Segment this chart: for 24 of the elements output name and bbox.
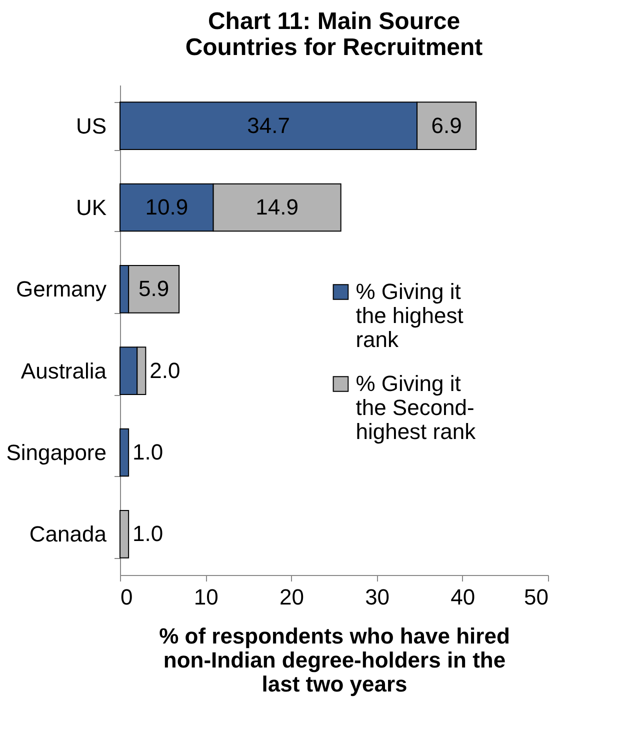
data-label: 1.0: [132, 440, 164, 464]
data-label: 1.0: [132, 521, 164, 546]
x-tick-label: 40: [450, 584, 476, 610]
data-label: 6.9: [431, 112, 462, 138]
data-label: 2.0: [150, 358, 180, 383]
data-label: 10.9: [145, 194, 188, 220]
y-tick-label: Singapore: [6, 440, 106, 465]
x-tick-label: 0: [120, 584, 133, 610]
x-tick-label: 50: [524, 584, 548, 610]
x-tick-label: 30: [365, 584, 390, 610]
y-tick-label: Canada: [29, 522, 108, 547]
y-tick-label: Germany: [16, 276, 106, 302]
data-label: 5.9: [138, 276, 170, 302]
legend-label: % Giving it the Second-highest rank: [356, 371, 477, 444]
x-tick-label: 10: [194, 584, 218, 610]
x-tick-label: 20: [279, 584, 304, 610]
y-tick-label: Australia: [20, 358, 108, 384]
x-axis-title: % of respondents who have hired non-Indian degree-holders in the last two years: [159, 624, 510, 696]
legend-label: % Giving it the highest rank: [356, 279, 464, 352]
chart-title: Chart 11: Main Source Countries for Recruitment: [185, 8, 483, 61]
y-tick-label: US: [76, 113, 106, 138]
data-label: 14.9: [256, 194, 298, 220]
data-label: 34.7: [247, 112, 290, 138]
y-tick-label: UK: [76, 195, 107, 220]
